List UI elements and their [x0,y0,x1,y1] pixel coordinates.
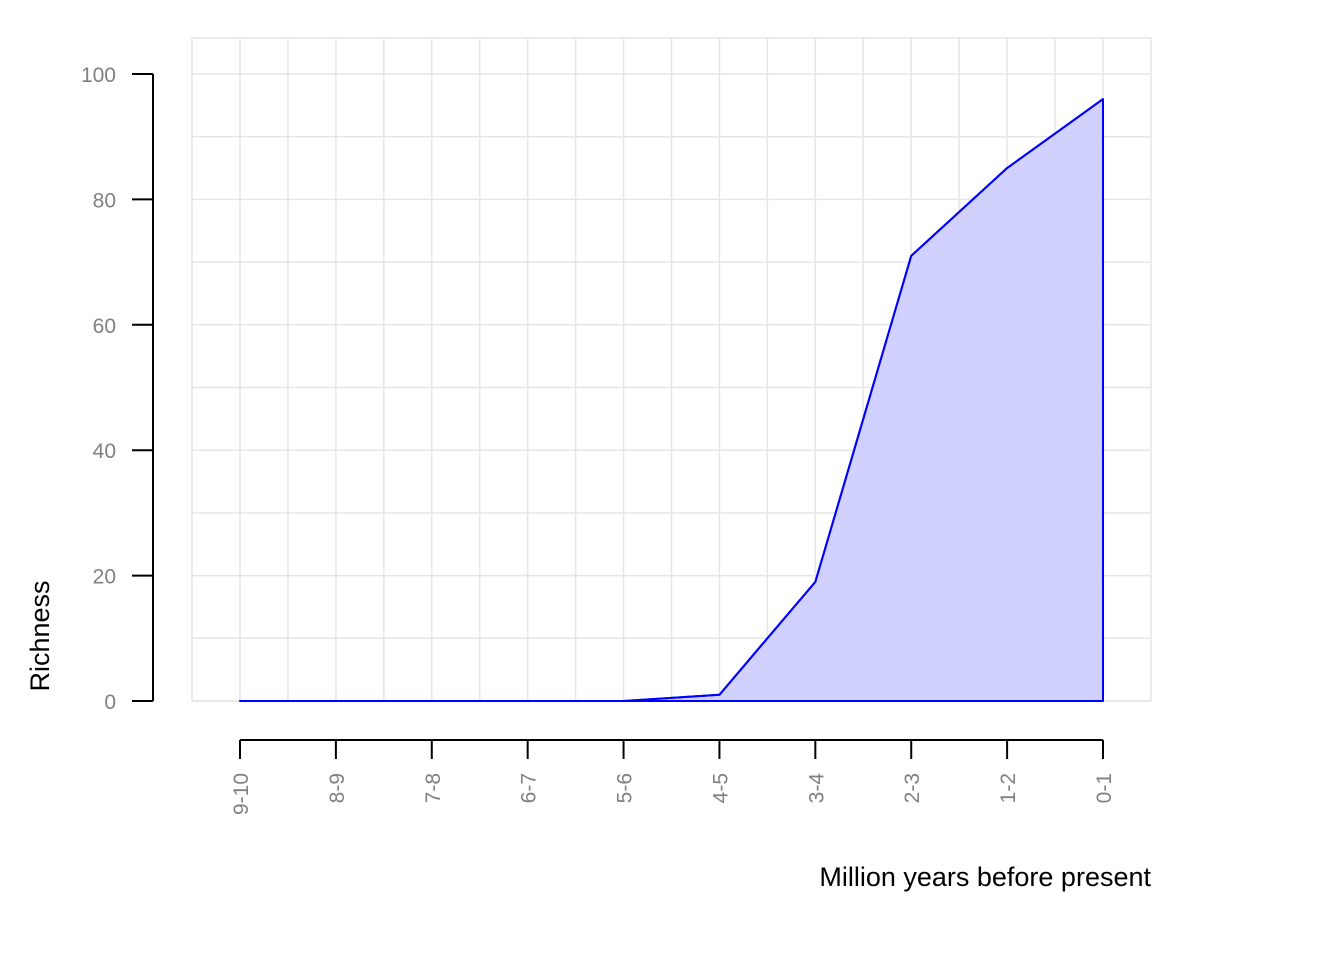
x-tick-label: 9-10 [230,773,253,815]
x-tick-label: 5-6 [614,773,637,803]
x-tick-label: 0-1 [1093,773,1116,803]
y-tick-label: 20 [93,566,116,589]
y-tick-label: 80 [93,189,116,212]
x-tick-label: 6-7 [518,773,541,803]
y-tick-label: 0 [104,691,116,714]
y-axis: 0 20 40 60 80 100 [81,64,154,714]
x-axis: 9-10 8-9 7-8 6-7 5-6 4-5 3-4 2-3 1-2 0-1 [230,739,1116,815]
x-tick-label: 3-4 [805,773,828,804]
richness-line [240,98,1104,702]
x-tick-label: 2-3 [901,773,924,803]
x-axis-title: Million years before present [819,862,1151,892]
x-tick-label: 4-5 [709,773,732,803]
y-axis-title: Richness [25,580,55,691]
grid-lines [191,37,1152,702]
x-tick-label: 7-8 [422,773,445,803]
x-tick-label: 1-2 [997,773,1020,803]
y-tick-label: 40 [93,440,116,463]
y-tick-label: 60 [93,315,116,338]
x-tick-label: 8-9 [326,773,349,803]
y-tick-label: 100 [81,64,116,87]
